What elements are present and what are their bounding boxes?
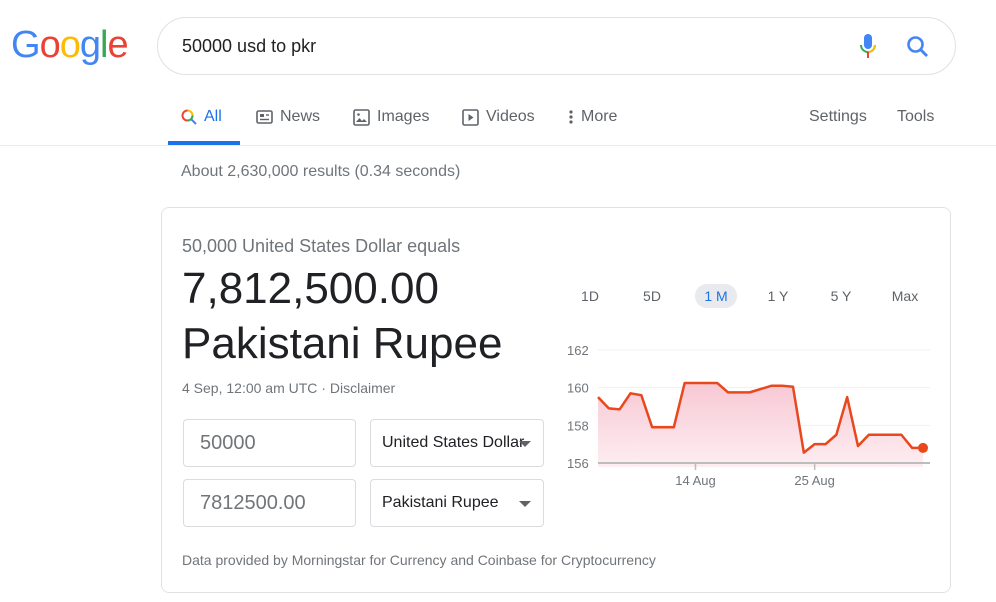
- logo-letter: g: [79, 24, 101, 66]
- from-amount-input[interactable]: 50000: [183, 419, 356, 467]
- timestamp: 4 Sep, 12:00 am UTC: [182, 380, 318, 396]
- y-tick-label: 158: [567, 418, 589, 433]
- tab-label: Videos: [486, 108, 535, 125]
- active-tab-indicator: [168, 141, 240, 145]
- more-vert-icon: [569, 110, 573, 124]
- logo-letter: e: [107, 24, 128, 66]
- tab-videos[interactable]: Videos: [462, 108, 535, 126]
- to-currency-select[interactable]: Pakistani Rupee: [370, 479, 544, 527]
- mic-icon[interactable]: [860, 34, 876, 60]
- range-5y[interactable]: 5 Y: [830, 288, 852, 304]
- from-currency-select[interactable]: United States Dollar: [370, 419, 544, 467]
- tab-label: Images: [377, 108, 430, 125]
- converted-amount: 7,812,500.00: [182, 264, 439, 313]
- range-1d[interactable]: 1D: [581, 288, 599, 304]
- logo-letter: o: [39, 24, 61, 66]
- y-tick-label: 156: [567, 456, 589, 471]
- selected-currency: Pakistani Rupee: [382, 494, 499, 511]
- logo-letter: l: [99, 24, 109, 66]
- play-icon: [462, 108, 479, 126]
- tab-news[interactable]: News: [256, 108, 320, 126]
- dropdown-arrow-icon: [519, 441, 531, 447]
- tab-label: News: [280, 108, 321, 125]
- search-icon[interactable]: [906, 35, 930, 59]
- search-input[interactable]: 50000 usd to pkr: [182, 36, 317, 56]
- image-icon: [353, 108, 370, 126]
- tab-all[interactable]: All: [181, 108, 222, 126]
- tab-more[interactable]: More: [568, 108, 617, 126]
- result-stats: About 2,630,000 results (0.34 seconds): [181, 163, 461, 180]
- y-tick-label: 160: [567, 381, 589, 396]
- disclaimer-link[interactable]: Disclaimer: [329, 380, 396, 396]
- separator: ·: [317, 380, 330, 396]
- x-tick-label: 14 Aug: [675, 473, 716, 488]
- selected-currency: United States Dollar: [382, 434, 525, 451]
- y-tick-label: 162: [567, 343, 589, 358]
- range-5d[interactable]: 5D: [643, 288, 661, 304]
- dropdown-arrow-icon: [519, 501, 531, 507]
- logo-letter: o: [59, 24, 81, 66]
- tab-label: All: [204, 108, 222, 125]
- tools-link[interactable]: Tools: [897, 108, 935, 125]
- area-fill: [598, 382, 923, 467]
- range-max[interactable]: Max: [891, 288, 919, 304]
- to-amount-input[interactable]: 7812500.00: [183, 479, 356, 527]
- tab-label: More: [581, 108, 618, 125]
- data-provider-note: Data provided by Morningstar for Currenc…: [182, 552, 656, 568]
- news-icon: [256, 110, 273, 124]
- range-1y[interactable]: 1 Y: [767, 288, 789, 304]
- currency-converter-card: [161, 207, 951, 593]
- rate-line: [597, 381, 923, 454]
- range-1m[interactable]: 1 M: [695, 284, 737, 308]
- x-tick-label: 25 Aug: [794, 473, 835, 488]
- header-divider: [0, 145, 996, 146]
- search-icon: [181, 109, 197, 125]
- search-tabs: All News Images Videos More Settings Too…: [0, 108, 996, 128]
- equals-text: 50,000 United States Dollar equals: [182, 236, 461, 256]
- timestamp-line: 4 Sep, 12:00 am UTC · Disclaimer: [182, 380, 395, 396]
- logo-letter: G: [11, 24, 41, 66]
- converted-currency: Pakistani Rupee: [182, 319, 503, 368]
- google-logo[interactable]: Google: [11, 24, 129, 67]
- search-box[interactable]: 50000 usd to pkr: [157, 17, 956, 75]
- tab-images[interactable]: Images: [353, 108, 429, 126]
- current-rate-point: [918, 442, 928, 453]
- settings-link[interactable]: Settings: [809, 108, 867, 125]
